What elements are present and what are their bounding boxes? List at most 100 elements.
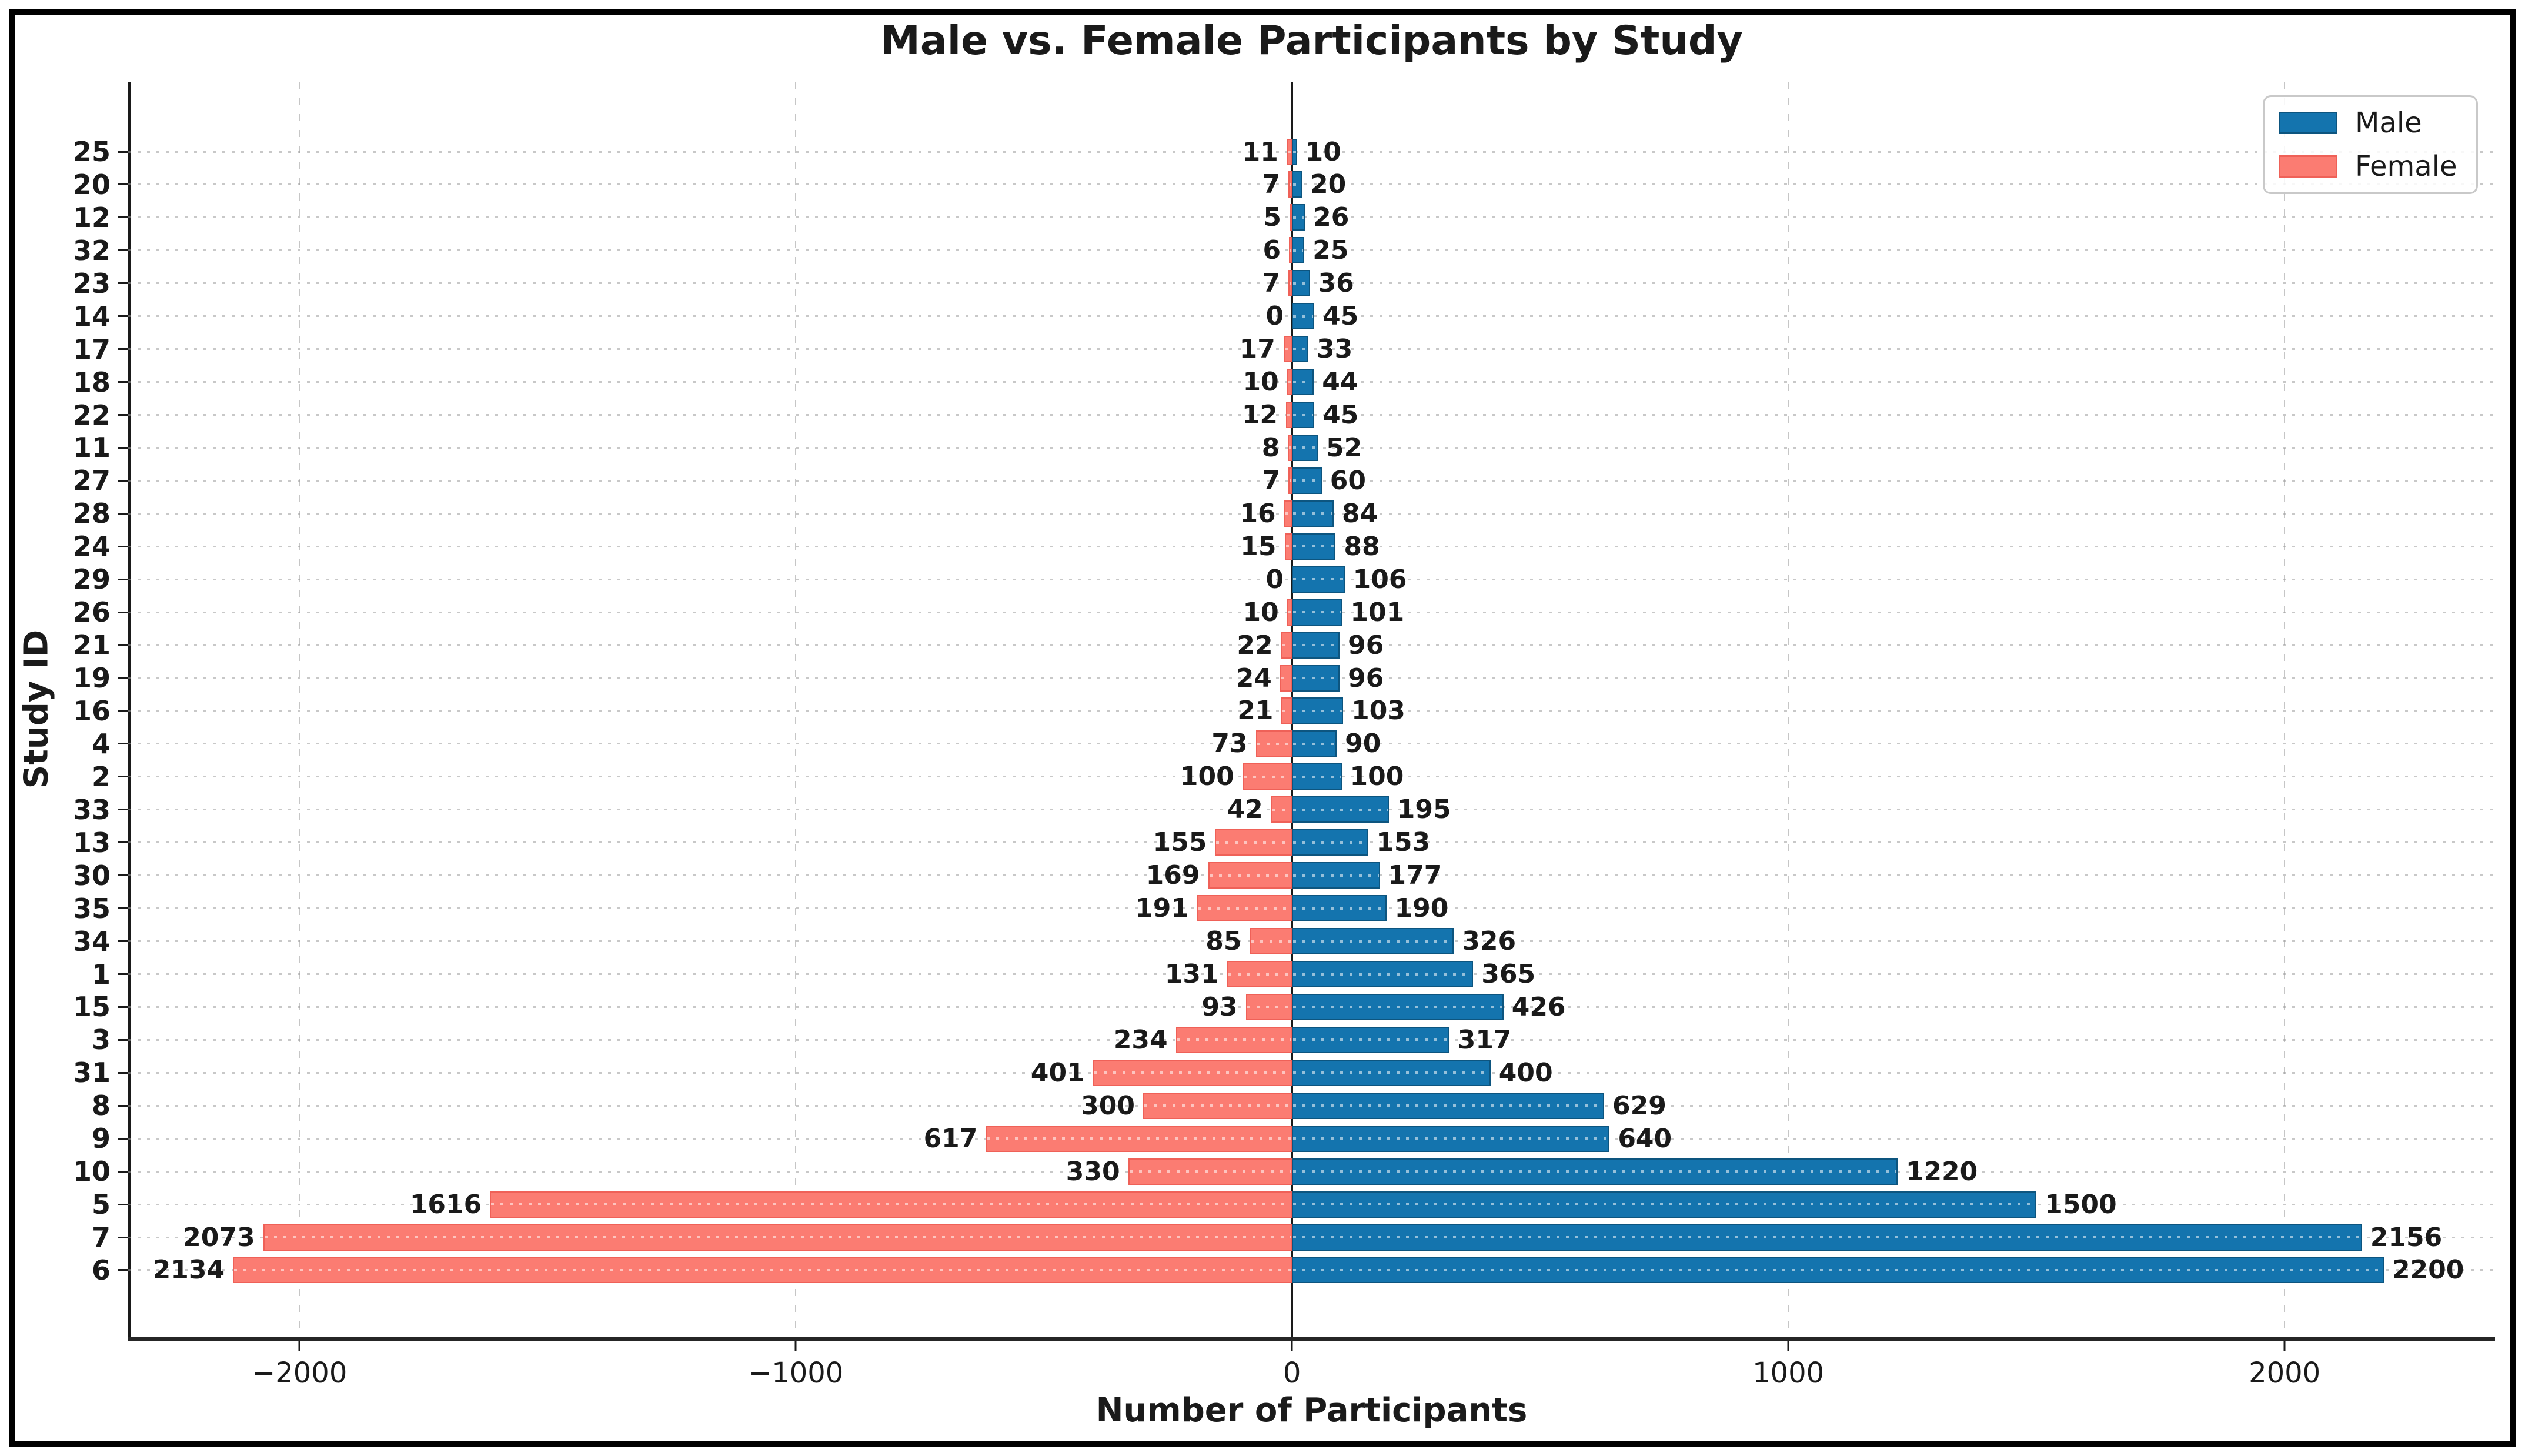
y-tick-label: 4 [91,727,111,760]
female-bar [1245,993,1292,1020]
male-bar [1292,171,1302,198]
y-tick-mark [118,874,128,877]
y-tick-label: 3 [91,1024,111,1056]
male-value-label: 45 [1322,400,1359,430]
female-color-swatch [2279,155,2337,178]
male-value-label: 44 [1322,367,1358,398]
y-axis-spine [128,82,131,1337]
male-value-label: 101 [1350,597,1405,627]
y-tick-mark [118,710,128,712]
y-tick-mark [118,216,128,219]
female-bar [1281,697,1292,724]
female-bar [1288,434,1292,461]
male-value-label: 629 [1612,1090,1666,1121]
female-bar [1280,664,1292,692]
y-tick-mark [118,282,128,285]
female-bar [1227,961,1292,987]
y-tick-mark [118,1006,128,1008]
female-value-label: 10 [1243,367,1279,398]
female-value-label: 0 [1265,301,1284,332]
y-tick-label: 28 [72,497,111,530]
legend: Male Female [2263,95,2478,194]
y-tick-mark [118,611,128,613]
male-bar [1292,928,1454,955]
y-tick-label: 7 [91,1221,111,1254]
female-value-label: 16 [1240,498,1276,529]
y-tick-label: 8 [91,1090,111,1122]
y-axis-label: Study ID [17,629,56,789]
female-value-label: 234 [1113,1024,1168,1055]
male-value-label: 365 [1481,959,1536,989]
y-tick-mark [118,841,128,844]
female-value-label: 401 [1030,1057,1085,1088]
x-tick-label: 1000 [1752,1357,1825,1390]
male-value-label: 26 [1313,202,1350,233]
male-bar [1292,1158,1898,1185]
female-bar [263,1224,1292,1251]
male-bar [1292,632,1340,659]
female-bar [1175,1026,1292,1053]
male-value-label: 640 [1618,1123,1672,1154]
legend-item-female: Female [2279,150,2476,183]
y-tick-label: 22 [72,399,111,431]
female-value-label: 300 [1081,1090,1135,1121]
x-tick-mark [1787,1341,1789,1351]
male-bar [1292,862,1380,889]
x-tick-mark [2283,1341,2286,1351]
y-tick-label: 13 [72,826,111,859]
female-bar [1286,138,1292,165]
female-value-label: 131 [1164,959,1219,989]
male-bar [1292,796,1389,823]
male-value-label: 106 [1352,564,1407,595]
y-tick-label: 35 [72,892,111,924]
horizontal-gridline [128,249,2495,252]
male-bar [1292,993,1504,1020]
male-value-label: 153 [1376,827,1431,858]
x-tick-label: −1000 [747,1357,844,1390]
male-bar [1292,1191,2037,1218]
y-tick-label: 20 [72,168,111,201]
female-bar [1143,1092,1292,1119]
male-value-label: 96 [1348,663,1384,693]
male-value-label: 103 [1351,696,1405,726]
male-bar [1292,895,1387,922]
female-bar [1289,237,1292,264]
plot-area: −2000 −1000 0 1000 2000 25 10 11 20 20 7 12 26 5 32 25 6… [73,82,2495,1390]
horizontal-gridline [128,151,2495,153]
male-bar [1292,566,1345,593]
y-tick-label: 18 [72,366,111,398]
female-bar [1283,336,1292,363]
female-bar [1284,500,1292,527]
y-tick-label: 23 [72,267,111,299]
legend-label-female: Female [2355,150,2457,183]
y-tick-mark [118,1170,128,1173]
y-tick-mark [118,479,128,482]
y-tick-label: 32 [72,234,111,266]
male-value-label: 60 [1330,465,1367,496]
female-bar [1286,402,1292,429]
male-value-label: 400 [1498,1057,1553,1088]
y-tick-mark [118,677,128,679]
vertical-gridline [795,82,797,1337]
male-value-label: 190 [1394,893,1449,924]
male-bar [1292,270,1310,297]
female-bar [233,1257,1292,1284]
x-axis-spine [128,1337,2495,1341]
female-bar [1242,763,1292,790]
female-bar [1287,369,1292,396]
male-bar [1292,664,1340,692]
female-value-label: 17 [1239,334,1275,365]
male-bar [1292,434,1318,461]
male-bar [1292,1257,2384,1284]
y-tick-label: 14 [72,300,111,332]
y-tick-mark [118,315,128,318]
male-bar [1292,500,1334,527]
female-bar [1288,270,1292,297]
male-value-label: 100 [1350,762,1404,792]
y-tick-mark [118,348,128,350]
vertical-gridline [2284,82,2286,1337]
y-tick-label: 16 [72,694,111,727]
male-value-label: 20 [1310,169,1347,200]
y-tick-label: 29 [72,563,111,596]
y-tick-label: 6 [91,1254,111,1286]
